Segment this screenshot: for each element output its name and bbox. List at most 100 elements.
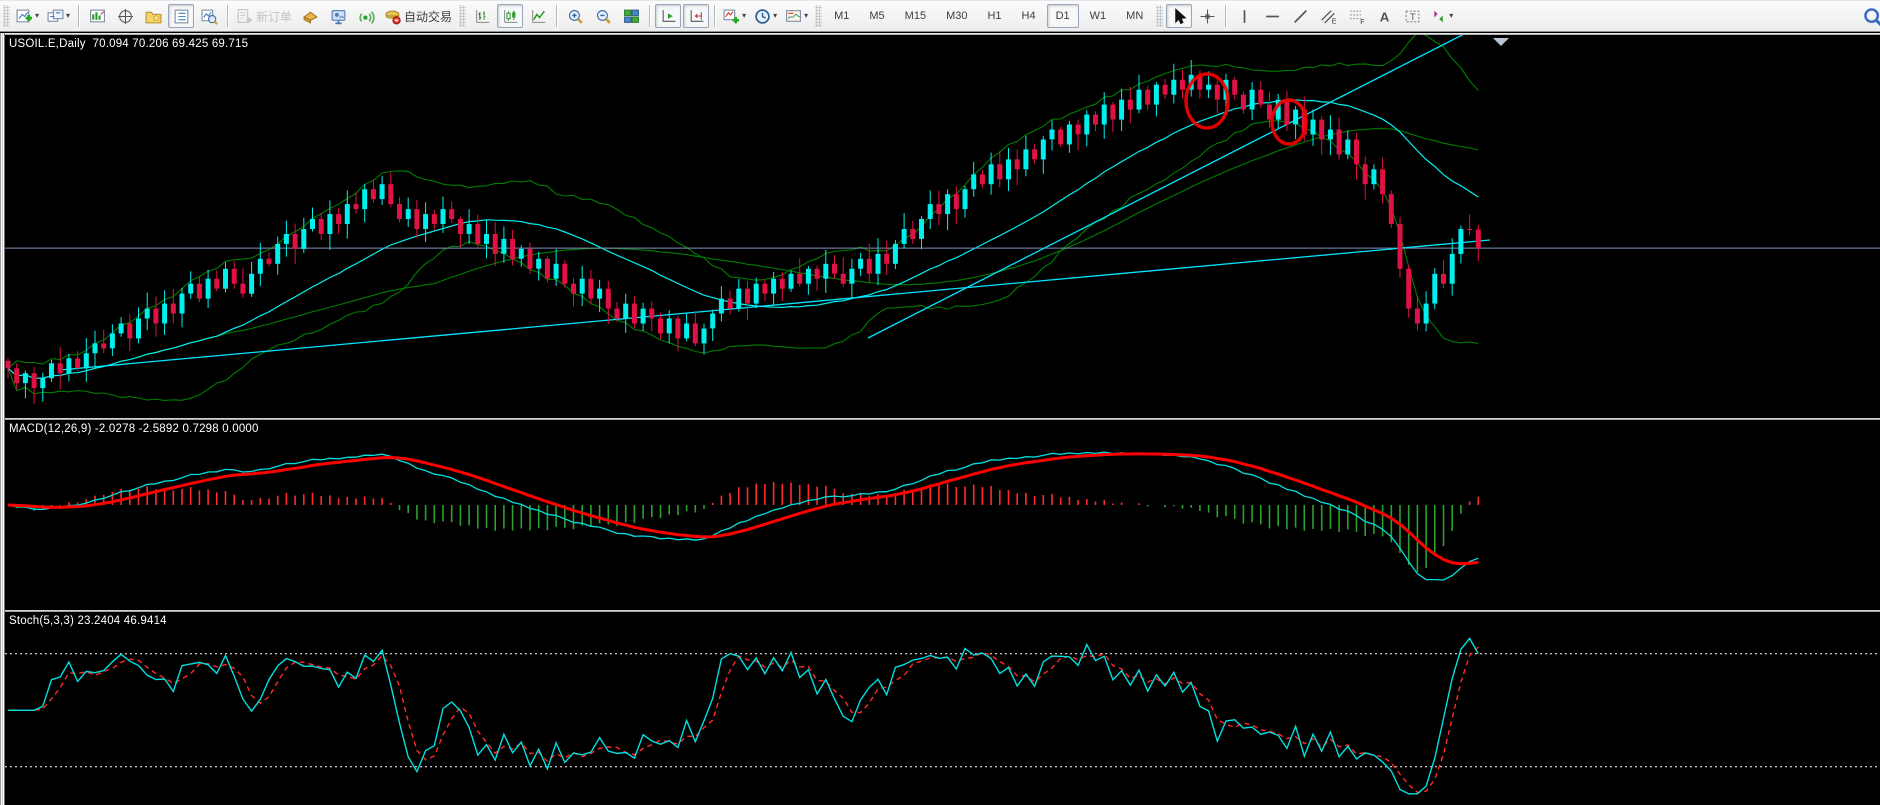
stoch-indicator-label: Stoch(5,3,3) 23.2404 46.9414	[9, 615, 167, 627]
tf-d1-button[interactable]: D1	[1046, 4, 1079, 28]
chevron-down-icon: ▾	[773, 11, 778, 20]
macd-panel[interactable]: MACD(12,26,9) -2.0278 -2.5892 0.7298 0.0…	[0, 420, 1880, 610]
templates-button[interactable]: ▾	[782, 4, 811, 28]
chevron-down-icon: ▾	[742, 11, 747, 20]
tf-w1-label: W1	[1089, 10, 1107, 22]
tf-m1-label: M1	[834, 10, 850, 22]
periods-button[interactable]: ▾	[751, 4, 780, 28]
metaeditor-icon	[302, 8, 319, 25]
toolbar-separator	[1225, 5, 1227, 27]
strategy-tester-icon	[201, 8, 218, 25]
chart-window: USOIL.E,Daily 70.094 70.206 69.425 69.71…	[0, 33, 1880, 805]
profiles-button[interactable]: ▾	[44, 4, 73, 28]
equidistant-channel-icon: E	[1320, 8, 1337, 25]
toolbar-grip[interactable]	[1156, 5, 1164, 27]
panel-resize-handle[interactable]	[0, 418, 1880, 420]
stochastic-panel[interactable]: Stoch(5,3,3) 23.2404 46.9414	[0, 612, 1880, 805]
terminal-button[interactable]	[168, 4, 195, 28]
new-chart-icon	[16, 8, 33, 25]
tf-h4-label: H4	[1021, 10, 1036, 22]
data-window-button[interactable]	[112, 4, 138, 28]
crosshair-button[interactable]	[1194, 4, 1220, 28]
window-border-top	[0, 33, 1880, 35]
svg-text:T: T	[1410, 12, 1416, 23]
indicators-list-icon	[723, 8, 740, 25]
market-watch-icon	[89, 8, 106, 25]
navigator-button[interactable]	[140, 4, 166, 28]
cursor-button[interactable]	[1166, 4, 1193, 28]
tf-h1-button[interactable]: H1	[978, 4, 1010, 28]
navigator-icon	[145, 8, 162, 25]
tf-h4-button[interactable]: H4	[1013, 4, 1045, 28]
toolbar-grip[interactable]	[815, 5, 823, 27]
crosshair-icon	[1199, 8, 1216, 25]
toolbar-separator	[714, 5, 716, 27]
signals-button[interactable]	[353, 4, 379, 28]
chart-shift-icon	[688, 8, 705, 25]
trendline-button[interactable]	[1287, 4, 1313, 28]
fibonacci-icon: F	[1348, 8, 1365, 25]
zoom-out-icon	[595, 8, 612, 25]
mql-community-icon	[330, 8, 347, 25]
signals-icon	[358, 8, 375, 25]
price-chart-panel[interactable]: USOIL.E,Daily 70.094 70.206 69.425 69.71…	[0, 35, 1880, 418]
new-order-icon	[236, 8, 253, 25]
line-chart-icon	[530, 8, 547, 25]
indicators-list-button[interactable]: ▾	[720, 4, 749, 28]
toolbar-separator	[78, 5, 80, 27]
strategy-tester-button[interactable]	[196, 4, 222, 28]
text-button[interactable]: A	[1371, 4, 1397, 28]
chevron-down-icon: ▾	[1449, 11, 1454, 20]
auto-trading-icon	[384, 8, 401, 25]
zoom-out-button[interactable]	[590, 4, 616, 28]
vertical-line-button[interactable]	[1231, 4, 1257, 28]
text-icon: A	[1376, 8, 1393, 25]
tf-mn-label: MN	[1126, 10, 1144, 22]
tf-m30-button[interactable]: M30	[937, 4, 976, 28]
line-chart-button[interactable]	[525, 4, 551, 28]
arrows-button[interactable]: ▾	[1427, 4, 1456, 28]
candlestick-chart-button[interactable]	[497, 4, 524, 28]
equidistant-channel-button[interactable]: E	[1315, 4, 1341, 28]
tf-d1-label: D1	[1055, 10, 1070, 22]
panel-resize-handle[interactable]	[0, 610, 1880, 612]
new-chart-button[interactable]: ▾	[13, 4, 42, 28]
chevron-down-icon: ▾	[804, 11, 809, 20]
search-icon[interactable]	[1862, 6, 1880, 28]
tf-m5-button[interactable]: M5	[860, 4, 893, 28]
horizontal-line-icon	[1264, 8, 1281, 25]
new-order-button[interactable]: 新订单	[233, 4, 295, 28]
templates-icon	[785, 8, 802, 25]
bar-chart-icon	[474, 8, 491, 25]
zoom-in-button[interactable]	[562, 4, 588, 28]
chart-title-ohlc: USOIL.E,Daily 70.094 70.206 69.425 69.71…	[9, 38, 249, 50]
tile-windows-button[interactable]	[618, 4, 644, 28]
auto-scroll-button[interactable]	[655, 4, 682, 28]
vertical-line-icon	[1236, 8, 1253, 25]
window-border-left	[0, 33, 5, 805]
cursor-icon	[1171, 7, 1188, 25]
auto-trading-label: 自动交易	[404, 9, 453, 24]
tf-m15-button[interactable]: M15	[896, 4, 935, 28]
chevron-down-icon: ▾	[66, 11, 71, 20]
chart-shift-button[interactable]	[683, 4, 710, 28]
fibonacci-button[interactable]: F	[1343, 4, 1369, 28]
market-watch-button[interactable]	[84, 4, 110, 28]
tf-mn-button[interactable]: MN	[1117, 4, 1152, 28]
toolbar-separator	[649, 5, 651, 27]
periods-icon	[754, 8, 771, 25]
tf-w1-button[interactable]: W1	[1081, 4, 1116, 28]
toolbar-grip[interactable]	[3, 5, 10, 27]
mql-community-button[interactable]	[325, 4, 351, 28]
svg-text:A: A	[1380, 9, 1390, 24]
text-label-button[interactable]: T	[1399, 4, 1425, 28]
candlestick-chart-icon	[502, 8, 519, 25]
horizontal-line-button[interactable]	[1259, 4, 1285, 28]
tf-m1-button[interactable]: M1	[825, 4, 858, 28]
auto-trading-button[interactable]: 自动交易	[381, 4, 455, 28]
svg-text:F: F	[1360, 18, 1364, 24]
bar-chart-button[interactable]	[469, 4, 495, 28]
metaeditor-button[interactable]	[297, 4, 323, 28]
toolbar-grip[interactable]	[459, 5, 467, 27]
data-window-icon	[117, 8, 134, 25]
